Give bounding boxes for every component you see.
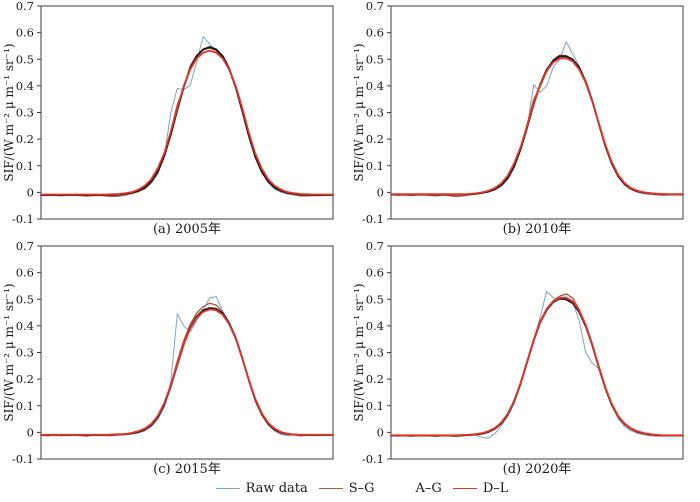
dl-legend-line [452,488,477,489]
panel-b: 0.7 0.6 0.5 0.4 0.3 0.2 0.1 0 -0.1 SIF/(W m⁻² μ m… [350,0,700,240]
svg-text:0.1: 0.1 [366,159,384,173]
svg-text:0: 0 [377,425,384,439]
svg-text:0.5: 0.5 [16,52,34,66]
svg-text:0.7: 0.7 [366,240,384,253]
panel-b-caption: (b) 2010年 [502,222,572,237]
svg-text:0.6: 0.6 [366,26,384,40]
svg-text:-0.1: -0.1 [12,452,34,466]
sg-legend-label: S–G [348,481,375,496]
panel-d-caption: (d) 2020年 [502,462,572,477]
svg-text:0.2: 0.2 [366,132,384,146]
svg-text:0.7: 0.7 [16,240,34,253]
ag-legend-label: A–G [415,481,442,496]
svg-text:0.3: 0.3 [366,346,384,360]
svg-text:0.5: 0.5 [366,292,384,306]
svg-text:0.6: 0.6 [16,266,34,280]
svg-text:0.1: 0.1 [16,159,34,173]
ag-legend-line [386,488,410,489]
svg-text:0.7: 0.7 [366,0,384,13]
svg-text:0: 0 [377,185,384,199]
legend: Raw data S–G A–G D–L [0,481,700,496]
panel-a: 0.7 0.6 0.5 0.4 0.3 0.2 0.1 0 -0.1 SIF/(W m⁻² μ m… [0,0,350,240]
legend-item-sg: S–G [318,481,375,496]
svg-text:0.2: 0.2 [16,132,34,146]
svg-text:0.5: 0.5 [366,52,384,66]
svg-text:-0.1: -0.1 [362,452,384,466]
svg-text:-0.1: -0.1 [12,212,34,226]
svg-text:SIF/(W m⁻² μ m⁻¹ sr⁻¹): SIF/(W m⁻² μ m⁻¹ sr⁻¹) [352,43,366,181]
panel-c-canvas: 0.7 0.6 0.5 0.4 0.3 0.2 0.1 0 -0.1 SIF/(W m⁻² μ m… [2,240,334,466]
panel-grid: 0.7 0.6 0.5 0.4 0.3 0.2 0.1 0 -0.1 SIF/(W m⁻² μ m… [0,0,700,480]
panel-b-canvas: 0.7 0.6 0.5 0.4 0.3 0.2 0.1 0 -0.1 SIF/(W m⁻² μ m… [352,0,684,226]
panel-c: 0.7 0.6 0.5 0.4 0.3 0.2 0.1 0 -0.1 SIF/(W m⁻² μ m… [0,240,350,480]
svg-text:0.2: 0.2 [16,372,34,386]
dl-legend-label: D–L [482,481,509,496]
legend-item-ag: A–G [386,481,442,496]
sg-legend-line [318,488,343,489]
svg-text:0.1: 0.1 [16,399,34,413]
svg-text:0.1: 0.1 [366,399,384,413]
panel-c-caption: (c) 2015年 [153,462,221,477]
svg-text:0.2: 0.2 [366,372,384,386]
legend-item-dl: D–L [452,481,509,496]
svg-text:0.3: 0.3 [366,106,384,120]
svg-text:0.7: 0.7 [16,0,34,13]
svg-text:0.4: 0.4 [366,319,384,333]
panel-d: 0.7 0.6 0.5 0.4 0.3 0.2 0.1 0 -0.1 SIF/(W m⁻² μ m… [350,240,700,480]
svg-text:SIF/(W m⁻² μ m⁻¹ sr⁻¹): SIF/(W m⁻² μ m⁻¹ sr⁻¹) [2,283,16,421]
raw-data-legend-label: Raw data [245,481,308,496]
svg-text:0.6: 0.6 [16,26,34,40]
svg-text:0.4: 0.4 [16,79,34,93]
svg-text:0: 0 [27,425,34,439]
svg-text:0.4: 0.4 [16,319,34,333]
raw-data-legend-line [215,488,240,489]
legend-item-raw-data: Raw data [215,481,308,496]
svg-text:0: 0 [27,185,34,199]
svg-text:0.5: 0.5 [16,292,34,306]
svg-text:0.6: 0.6 [366,266,384,280]
svg-text:SIF/(W m⁻² μ m⁻¹ sr⁻¹): SIF/(W m⁻² μ m⁻¹ sr⁻¹) [2,43,16,181]
svg-text:0.4: 0.4 [366,79,384,93]
svg-text:0.3: 0.3 [16,106,34,120]
svg-text:0.3: 0.3 [16,346,34,360]
svg-text:-0.1: -0.1 [362,212,384,226]
panel-a-canvas: 0.7 0.6 0.5 0.4 0.3 0.2 0.1 0 -0.1 SIF/(W m⁻² μ m… [2,0,334,226]
svg-text:SIF/(W m⁻² μ m⁻¹ sr⁻¹): SIF/(W m⁻² μ m⁻¹ sr⁻¹) [352,283,366,421]
panel-a-caption: (a) 2005年 [152,222,222,237]
panel-d-canvas: 0.7 0.6 0.5 0.4 0.3 0.2 0.1 0 -0.1 SIF/(W m⁻² μ m… [352,240,684,466]
